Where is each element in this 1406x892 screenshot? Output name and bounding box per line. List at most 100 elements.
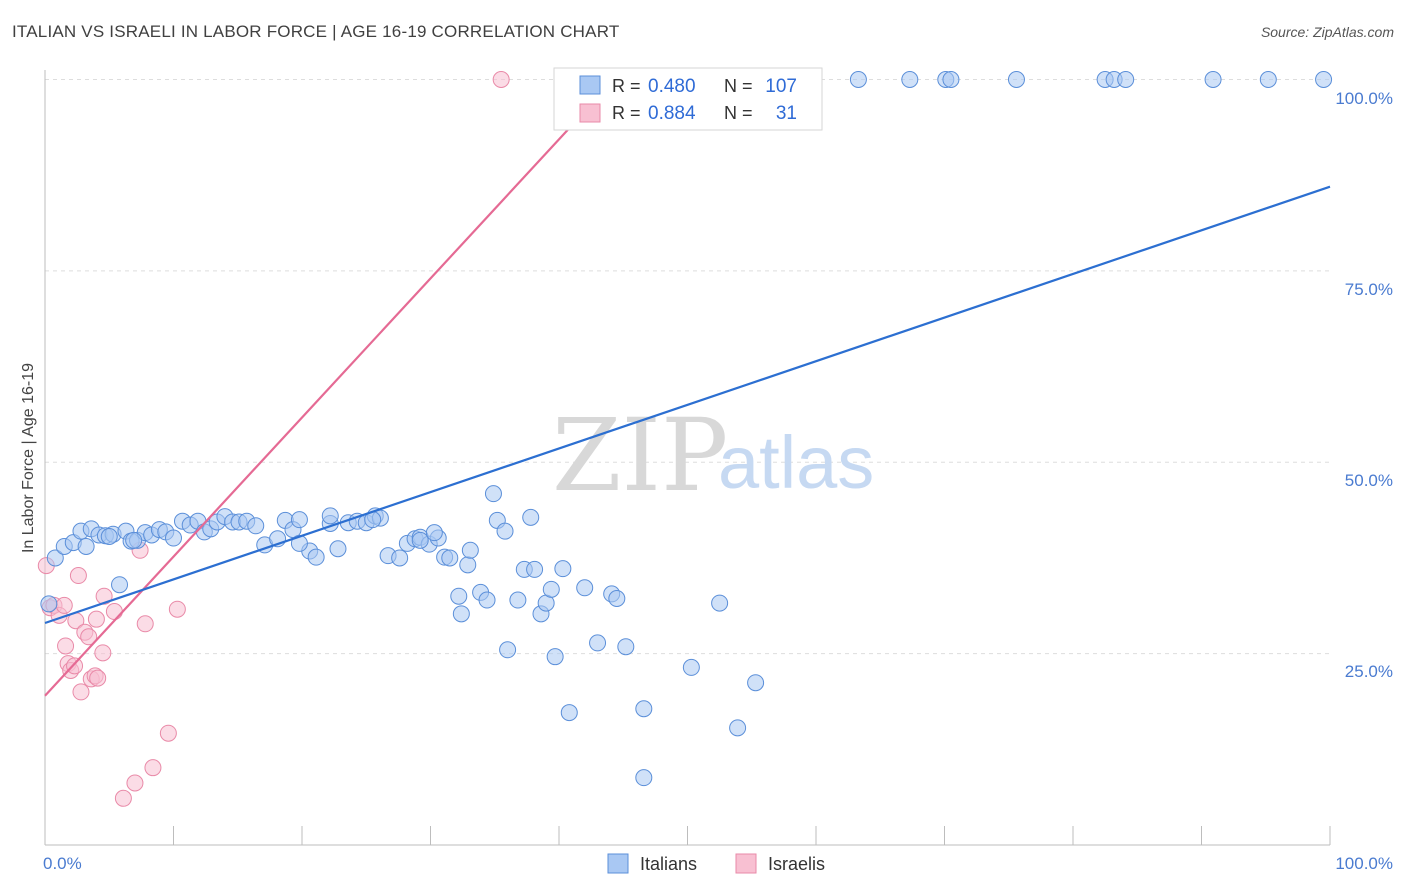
israelis-point-19 bbox=[95, 587, 113, 605]
stats-italians-n-label: N = bbox=[724, 76, 753, 96]
italians-point-68 bbox=[522, 508, 540, 526]
israelis-trendline bbox=[44, 124, 573, 697]
italians-point-77 bbox=[589, 634, 607, 652]
italians-point-66 bbox=[509, 591, 527, 609]
italians-point-98 bbox=[1007, 71, 1025, 88]
legend-israelis-label: Israelis bbox=[768, 854, 825, 874]
stats-italians-r-value: 0.480 bbox=[648, 76, 696, 97]
trendlines bbox=[44, 124, 1331, 697]
israelis-point-13 bbox=[80, 628, 98, 646]
italians-point-57 bbox=[452, 605, 470, 623]
y-tick-label-100: 100.0% bbox=[1335, 89, 1393, 108]
gridlines bbox=[45, 79, 1330, 655]
italians-point-85 bbox=[729, 719, 747, 737]
stats-italians-n-value: 107 bbox=[765, 76, 797, 97]
italians-point-1 bbox=[46, 549, 64, 567]
israelis-point-27 bbox=[168, 600, 186, 618]
italians-point-103 bbox=[1259, 71, 1277, 88]
israelis-point-22 bbox=[126, 774, 144, 792]
italians-point-107 bbox=[125, 531, 143, 549]
italians-point-102 bbox=[1204, 71, 1222, 88]
italians-point-84 bbox=[711, 594, 729, 612]
italians-point-51 bbox=[411, 531, 429, 549]
stats-box: R = 0.480 N = 107 R = 0.884 N = 31 bbox=[553, 67, 823, 131]
italians-point-5 bbox=[77, 537, 95, 555]
italians-point-61 bbox=[478, 591, 496, 609]
italians-point-62 bbox=[484, 485, 502, 503]
israelis-point-11 bbox=[72, 683, 90, 701]
stats-israelis-r-value: 0.884 bbox=[648, 103, 696, 124]
stats-italians-swatch bbox=[579, 75, 601, 95]
italians-point-76 bbox=[576, 579, 594, 597]
israelis-point-25 bbox=[144, 759, 162, 777]
italians-point-81 bbox=[635, 700, 653, 718]
stats-israelis-n-label: N = bbox=[724, 103, 753, 123]
italians-point-106 bbox=[290, 534, 308, 552]
israelis-point-17 bbox=[87, 610, 105, 628]
x-tick-label-0: 0.0% bbox=[43, 854, 82, 873]
italians-point-82 bbox=[635, 769, 653, 787]
israelis-point-8 bbox=[66, 657, 84, 675]
israelis-point-18 bbox=[94, 644, 112, 662]
italians-point-55 bbox=[425, 524, 443, 542]
legend-israelis-swatch bbox=[735, 853, 757, 874]
italians-point-94 bbox=[849, 71, 867, 88]
italians-point-29 bbox=[247, 517, 265, 535]
israelis-point-16 bbox=[89, 669, 107, 687]
stats-italians-r-label: R = bbox=[612, 76, 641, 96]
italians-point-97 bbox=[942, 71, 960, 88]
legend-italians-label: Italians bbox=[640, 854, 697, 874]
italians-point-74 bbox=[554, 560, 572, 578]
italians-point-105 bbox=[321, 507, 339, 525]
israelis-point-5 bbox=[57, 637, 75, 655]
x-tick-label-100: 100.0% bbox=[1335, 854, 1393, 873]
italians-point-69 bbox=[526, 560, 544, 578]
y-tick-label-75: 75.0% bbox=[1345, 280, 1393, 299]
x-axis-ticks bbox=[44, 826, 1331, 845]
italians-point-72 bbox=[542, 580, 560, 598]
italians-point-46 bbox=[391, 549, 409, 567]
italians-point-54 bbox=[441, 549, 459, 567]
italians-point-36 bbox=[307, 548, 325, 566]
israelis-point-4 bbox=[55, 596, 73, 614]
italians-point-80 bbox=[617, 638, 635, 656]
legend: Italians Israelis bbox=[607, 853, 825, 874]
israelis-point-10 bbox=[69, 567, 87, 585]
italians-point-75 bbox=[560, 704, 578, 722]
italians-point-95 bbox=[901, 71, 919, 88]
italians-point-64 bbox=[496, 522, 514, 540]
israelis-point-26 bbox=[159, 724, 177, 742]
italians-point-86 bbox=[747, 674, 765, 692]
italians-point-59 bbox=[461, 541, 479, 559]
y-tick-label-25: 25.0% bbox=[1345, 662, 1393, 681]
watermark-zip: ZIP bbox=[552, 397, 728, 514]
stats-israelis-swatch bbox=[579, 103, 601, 123]
legend-italians-swatch bbox=[607, 853, 629, 874]
israelis-point-20 bbox=[105, 603, 123, 621]
watermark-atlas: atlas bbox=[718, 421, 874, 504]
israelis-point-28 bbox=[492, 71, 510, 88]
stats-israelis-r-label: R = bbox=[612, 103, 641, 123]
israelis-point-24 bbox=[136, 615, 154, 633]
stats-israelis-n-value: 31 bbox=[776, 103, 797, 124]
y-axis-label: In Labor Force | Age 16-19 bbox=[20, 363, 37, 553]
y-tick-label-50: 50.0% bbox=[1345, 471, 1393, 490]
italians-point-79 bbox=[608, 590, 626, 608]
italians-point-34 bbox=[290, 511, 308, 529]
italians-point-73 bbox=[546, 648, 564, 666]
italians-point-10 bbox=[111, 576, 129, 594]
italians-point-101 bbox=[1117, 71, 1135, 88]
italians-trendline bbox=[44, 185, 1331, 625]
italians-point-18 bbox=[165, 529, 182, 547]
italians-point-83 bbox=[682, 658, 700, 676]
italians-point-65 bbox=[499, 641, 517, 659]
italians-point-56 bbox=[450, 587, 468, 605]
italians-point-58 bbox=[459, 556, 477, 574]
chart-source: Source: ZipAtlas.com bbox=[1260, 24, 1394, 40]
italians-point-104 bbox=[1315, 71, 1333, 88]
italians-point-38 bbox=[329, 540, 347, 558]
italians-point-108 bbox=[100, 528, 118, 546]
israelis-point-21 bbox=[114, 789, 132, 807]
italians-point-0 bbox=[40, 595, 58, 613]
